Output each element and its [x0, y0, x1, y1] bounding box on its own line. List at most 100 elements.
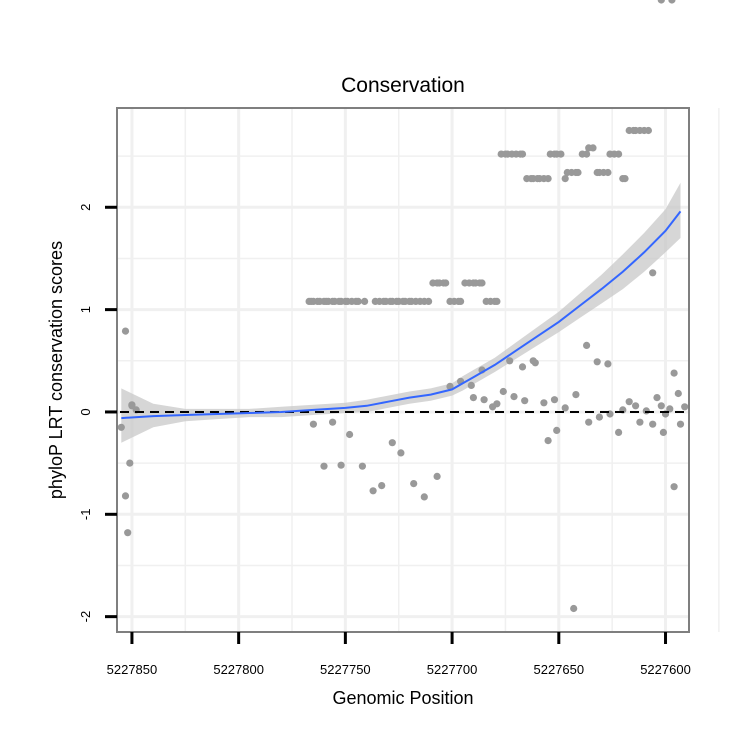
data-point	[420, 493, 428, 501]
data-point	[649, 420, 657, 428]
y-tick-label: 1	[78, 306, 93, 313]
data-point	[531, 359, 539, 367]
data-point	[469, 394, 477, 402]
x-axis-title: Genomic Position	[332, 688, 473, 708]
data-point	[561, 404, 569, 412]
data-point	[446, 382, 454, 390]
data-point	[540, 399, 548, 407]
data-point	[574, 168, 582, 177]
data-point	[521, 397, 529, 405]
y-axis: -2 -1 0 1 2	[78, 204, 117, 623]
y-axis-title: phyloP LRT conservation scores	[46, 241, 66, 499]
y-tick-label: -2	[78, 611, 93, 623]
data-point	[346, 430, 354, 439]
data-point	[510, 393, 518, 401]
chart-title: Conservation	[341, 74, 465, 97]
data-point	[544, 437, 552, 445]
x-tick-label: 5227700	[427, 662, 478, 677]
y-tick-label: 2	[78, 204, 93, 211]
data-point	[570, 604, 578, 613]
data-point	[506, 357, 514, 365]
data-point	[674, 389, 682, 398]
data-point	[583, 341, 591, 349]
data-point	[493, 297, 501, 305]
data-point	[666, 405, 674, 413]
data-point	[550, 396, 559, 404]
data-point	[378, 482, 386, 490]
data-point	[583, 150, 591, 158]
smooth-trend-line	[121, 210, 682, 420]
data-point	[337, 461, 345, 469]
data-point	[442, 279, 450, 287]
data-point	[649, 269, 657, 277]
data-point	[410, 480, 418, 488]
data-point	[670, 483, 678, 491]
data-point	[557, 150, 565, 158]
data-point	[467, 381, 475, 389]
data-point	[480, 396, 488, 404]
data-point	[117, 423, 125, 431]
data-point	[388, 439, 396, 447]
data-point	[585, 418, 593, 426]
data-point	[625, 398, 633, 406]
data-point	[544, 175, 552, 183]
data-point	[644, 126, 653, 135]
data-point	[636, 418, 644, 426]
plot-panel	[116, 0, 720, 633]
data-point	[121, 327, 130, 335]
data-point	[668, 0, 676, 4]
x-tick-label: 5227600	[640, 662, 691, 677]
panel-background	[117, 108, 689, 632]
data-point	[478, 279, 486, 287]
data-point	[595, 413, 604, 421]
data-point	[604, 360, 612, 368]
data-point	[358, 462, 366, 470]
data-point	[589, 144, 597, 152]
data-point	[621, 175, 629, 183]
data-point	[369, 487, 377, 495]
data-point	[124, 529, 132, 537]
data-point	[657, 0, 665, 4]
data-point	[433, 472, 441, 480]
data-point	[126, 459, 134, 467]
data-point	[329, 418, 337, 426]
y-tick-label: -1	[78, 509, 93, 521]
data-point	[518, 363, 527, 371]
data-point	[615, 428, 623, 436]
data-point	[604, 168, 612, 177]
data-point	[121, 492, 130, 500]
panel-border	[116, 107, 690, 633]
data-point	[572, 391, 580, 399]
data-point	[561, 175, 569, 183]
data-point	[354, 297, 362, 305]
y-tick-label: 0	[78, 408, 93, 415]
x-tick-label: 5227750	[320, 662, 371, 677]
data-point	[397, 449, 405, 457]
data-point	[676, 420, 685, 428]
x-axis: 5227850 5227800 5227750 5227700 5227650 52276…	[107, 632, 691, 677]
data-point	[657, 402, 665, 410]
smooth-confidence-ribbon	[121, 182, 681, 443]
data-point	[320, 462, 328, 470]
data-points	[117, 0, 689, 613]
data-point	[632, 402, 640, 410]
data-point	[499, 387, 507, 396]
data-point	[425, 297, 433, 305]
data-point	[128, 401, 136, 409]
data-point	[593, 358, 601, 366]
x-tick-label: 5227850	[107, 662, 158, 677]
data-point	[670, 369, 678, 377]
data-point	[518, 150, 527, 158]
data-point	[615, 150, 623, 158]
data-point	[659, 428, 668, 436]
x-tick-label: 5227800	[213, 662, 264, 677]
grid-minor	[117, 108, 720, 632]
x-tick-label: 5227650	[533, 662, 584, 677]
data-point	[361, 297, 369, 305]
data-point	[681, 403, 689, 411]
data-point	[457, 297, 465, 305]
data-point	[493, 400, 501, 408]
data-point	[642, 407, 650, 415]
data-point	[309, 420, 317, 428]
data-point	[653, 394, 661, 402]
